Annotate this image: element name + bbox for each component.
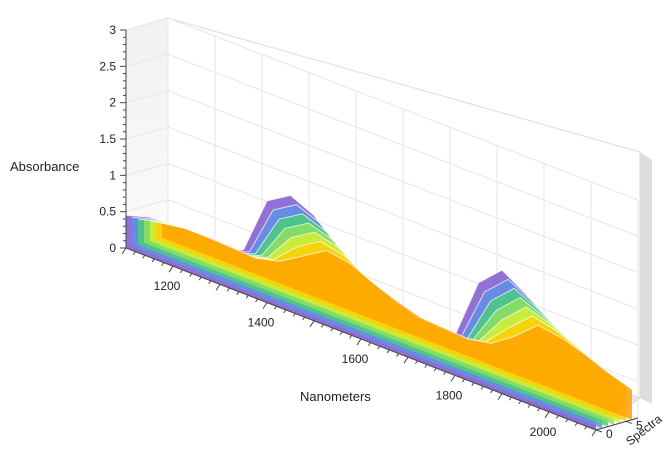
z-tick-label-1: 5 xyxy=(636,418,643,432)
x-tick xyxy=(386,349,390,354)
side-grid-line-1 xyxy=(125,199,169,213)
x-tick xyxy=(255,298,259,303)
x-tick xyxy=(490,389,494,394)
x-tick xyxy=(396,353,400,357)
x-tick xyxy=(283,309,287,314)
x-tick xyxy=(565,418,569,423)
x-tick xyxy=(377,346,381,350)
x-tick xyxy=(527,404,531,408)
y-tick-label-1: 0.5 xyxy=(99,205,116,219)
x-tick-label-3: 1800 xyxy=(436,388,463,402)
side-grid-line-6 xyxy=(125,17,169,31)
x-tick xyxy=(302,316,306,321)
x-tick xyxy=(508,396,512,401)
x-tick xyxy=(168,265,174,273)
x-tick xyxy=(480,386,484,390)
x-tick xyxy=(245,295,249,299)
x-tick xyxy=(198,276,202,281)
spectrum-fill-6 xyxy=(162,223,632,420)
x-tick xyxy=(574,422,578,426)
x-tick-label-1: 1400 xyxy=(248,316,275,330)
y-tick-label-6: 3 xyxy=(109,23,116,37)
spectrum-line-6 xyxy=(161,222,633,390)
x-tick xyxy=(309,320,315,328)
x-tick xyxy=(262,302,268,309)
y-axis: 0 0.5 1 1.5 2 2.5 3 xyxy=(99,23,127,255)
x-tick xyxy=(403,356,409,364)
z-tick-1 xyxy=(625,420,633,424)
z-axis: 05 xyxy=(595,417,643,441)
x-tick xyxy=(121,247,127,255)
x-tick xyxy=(132,251,136,255)
x-tick xyxy=(226,287,230,292)
x-tick xyxy=(356,338,362,346)
x-tick xyxy=(349,335,353,339)
y-axis-label: Absorbance xyxy=(10,159,79,174)
x-tick xyxy=(215,284,221,291)
x-tick xyxy=(414,360,418,365)
x-tick xyxy=(443,371,447,376)
x-axis: 1200 1400 1600 1800 2000 xyxy=(121,247,597,439)
spectra-surface xyxy=(125,194,633,430)
x-tick-label-0: 1200 xyxy=(154,279,181,293)
right-wall xyxy=(640,152,652,404)
y-tick-label-0: 0 xyxy=(109,241,116,255)
x-tick xyxy=(584,426,588,430)
x-tick xyxy=(189,273,193,277)
x-tick xyxy=(367,342,371,346)
x-axis-label: Nanometers xyxy=(300,389,371,404)
y-tick-label-3: 1.5 xyxy=(99,132,116,146)
x-tick xyxy=(537,407,541,412)
x-tick xyxy=(424,364,428,368)
y-tick-label-5: 2.5 xyxy=(99,59,116,73)
x-tick xyxy=(320,324,324,328)
x-tick xyxy=(273,305,277,310)
x-tick xyxy=(161,262,165,266)
x-tick-label-2: 1600 xyxy=(342,352,369,366)
y-tick-label-2: 1 xyxy=(109,168,116,182)
x-tick xyxy=(461,378,465,383)
z-tick-label-0: 0 xyxy=(606,427,613,441)
x-tick xyxy=(330,327,334,332)
x-tick xyxy=(292,313,296,317)
x-tick-label-4: 2000 xyxy=(530,425,557,439)
x-tick xyxy=(179,269,183,274)
x-tick xyxy=(497,393,503,400)
x-tick xyxy=(518,400,522,405)
side-grid-line-3 xyxy=(125,126,169,140)
x-tick xyxy=(555,415,559,419)
y-tick-label-4: 2 xyxy=(109,96,116,110)
x-tick xyxy=(208,280,212,285)
x-tick xyxy=(236,291,240,295)
x-tick xyxy=(151,258,155,263)
x-tick xyxy=(471,382,475,386)
side-grid-line-4 xyxy=(125,90,169,104)
x-tick xyxy=(339,331,343,335)
x-tick xyxy=(544,411,550,419)
x-tick xyxy=(142,255,146,259)
x-tick xyxy=(591,429,597,437)
z-axis-line xyxy=(595,417,639,431)
side-grid-line-2 xyxy=(125,162,169,176)
side-grid-line-5 xyxy=(125,53,169,67)
x-tick xyxy=(450,375,456,382)
z-tick-0 xyxy=(595,429,603,433)
x-tick xyxy=(433,367,437,372)
